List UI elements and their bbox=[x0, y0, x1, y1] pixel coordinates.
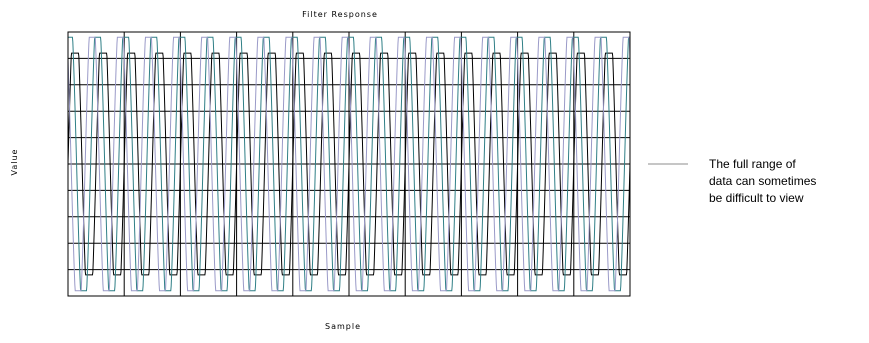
legend-line-1: The full range of bbox=[709, 157, 796, 171]
series-line-3 bbox=[67, 36, 631, 292]
plot-frame bbox=[67, 31, 631, 297]
legend: The full range of data can sometimes be … bbox=[648, 157, 816, 205]
chart-title: Filter Response bbox=[302, 10, 378, 19]
plot-series bbox=[67, 36, 631, 292]
legend-line-3: be difficult to view bbox=[709, 191, 804, 205]
y-axis-label: Value bbox=[10, 149, 19, 176]
series-line-1 bbox=[67, 52, 631, 276]
series-line-2 bbox=[68, 36, 630, 292]
legend-line-2: data can sometimes bbox=[709, 174, 816, 188]
x-axis-label: Sample bbox=[325, 322, 361, 331]
